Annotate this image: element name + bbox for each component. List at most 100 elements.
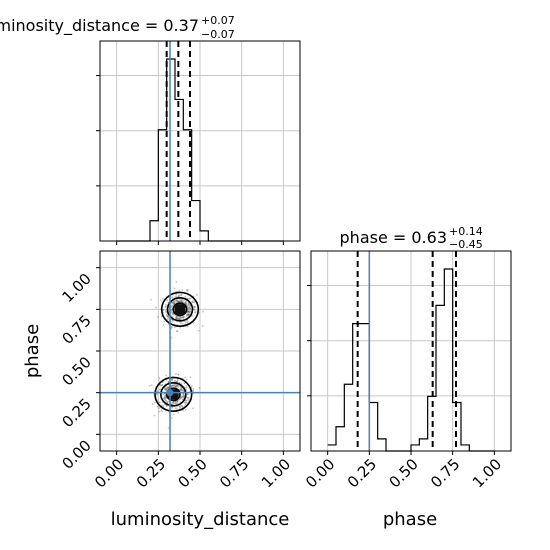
sample-point (174, 299, 177, 302)
sample-point (180, 316, 183, 319)
sample-point (177, 386, 180, 389)
sample-point (189, 307, 192, 310)
sample-point (182, 299, 185, 302)
sample-point (180, 388, 183, 391)
sample-point (186, 313, 189, 315)
sample-point (176, 316, 178, 319)
sample-point (189, 297, 192, 300)
sample-point (176, 300, 179, 303)
sample-point (167, 315, 170, 318)
sample-point (150, 384, 153, 387)
histogram-bin (378, 439, 386, 451)
sample-point (182, 394, 185, 397)
sample-point (163, 320, 166, 323)
sample-point (158, 388, 161, 391)
sample-point (162, 405, 165, 408)
sample-point (188, 306, 191, 309)
sample-point (165, 303, 168, 306)
sample-point (185, 386, 188, 389)
sample-point (180, 404, 183, 407)
histogram-bin (336, 427, 344, 451)
density-contour (154, 376, 193, 413)
luminosity-distance-vs-phase-density: 0.00 0.25 0.50 0.75 1.000.000.250.500.751.00 (58, 250, 301, 491)
sample-point (175, 317, 178, 320)
sample-point (181, 388, 184, 391)
sample-point (181, 322, 184, 325)
sample-point (162, 311, 165, 314)
sample-point (182, 393, 185, 396)
sample-point (182, 316, 185, 319)
sample-point (179, 398, 181, 400)
sample-point (192, 299, 195, 302)
sample-point (173, 287, 176, 290)
sample-point (176, 379, 179, 382)
sample-point (164, 396, 166, 398)
sample-point (167, 380, 170, 383)
density-contour (166, 297, 194, 322)
sample-point (175, 330, 178, 333)
histogram-bin (167, 59, 175, 241)
sample-point (165, 388, 167, 391)
sample-point (192, 301, 195, 304)
sample-point (172, 313, 175, 316)
sample-point (194, 306, 196, 309)
sample-point (175, 373, 177, 375)
sample-point (164, 395, 166, 397)
sample-point (191, 301, 194, 304)
sample-point (174, 380, 177, 382)
sample-point (173, 384, 176, 387)
sample-point (185, 314, 188, 316)
sample-point (185, 384, 188, 387)
sample-point (188, 312, 191, 315)
sample-point (174, 385, 177, 388)
sample-point (167, 426, 170, 429)
sample-point (158, 401, 160, 404)
sample-point (167, 385, 169, 388)
sample-point (173, 302, 176, 305)
x-tick-label: 0.50 (174, 455, 210, 491)
sample-point (161, 383, 164, 386)
sample-point (162, 404, 164, 407)
sample-point (171, 326, 173, 328)
x-axis-label-luminosity-distance: luminosity_distance (111, 509, 290, 530)
sample-point (186, 402, 189, 404)
histogram-bin (436, 305, 444, 451)
sample-point (166, 315, 169, 317)
sample-point (179, 316, 182, 319)
sample-point (164, 309, 167, 312)
sample-point (184, 376, 186, 379)
sample-point (167, 316, 170, 319)
density-peak (175, 304, 185, 315)
sample-point (188, 303, 191, 306)
sample-point (173, 300, 175, 303)
sample-point (180, 300, 183, 303)
x-tick-label: 0.00 (302, 455, 338, 491)
histogram-bin (419, 439, 427, 451)
y-tick-label: 0.75 (58, 311, 94, 347)
sample-point (167, 386, 170, 389)
phase-title: phase = 0.63 (340, 228, 447, 247)
sample-point (190, 385, 193, 387)
sample-point (188, 313, 190, 316)
sample-point (177, 384, 180, 387)
histogram-bin (411, 445, 419, 451)
sample-point (187, 297, 190, 300)
sample-point (175, 315, 178, 318)
x-tick-label: 1.00 (258, 455, 294, 491)
sample-point (174, 401, 176, 403)
sample-point (162, 309, 165, 311)
histogram-bin (344, 384, 352, 451)
sample-point (183, 395, 185, 398)
sample-point (187, 311, 190, 314)
sample-point (158, 377, 161, 380)
sample-point (196, 293, 198, 296)
sample-point (183, 395, 186, 397)
sample-point (172, 302, 175, 304)
sample-point (175, 281, 178, 283)
sample-point (166, 387, 169, 390)
sample-point (171, 320, 174, 323)
sample-point (182, 393, 185, 396)
sample-point (176, 330, 179, 333)
sample-point (179, 300, 182, 303)
sample-point (185, 378, 188, 381)
